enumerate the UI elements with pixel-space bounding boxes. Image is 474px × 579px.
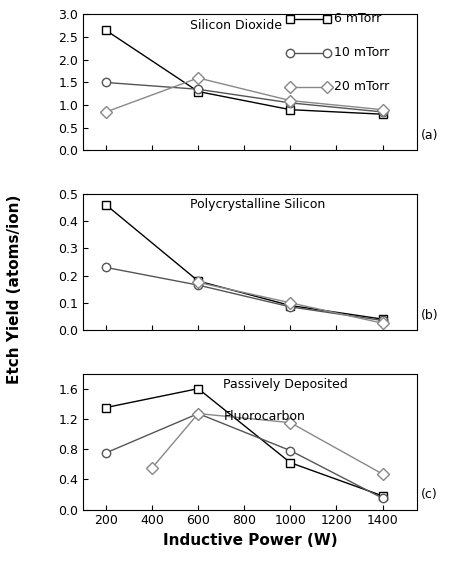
Text: Etch Yield (atoms/ion): Etch Yield (atoms/ion) — [7, 195, 22, 384]
Text: Polycrystalline Silicon: Polycrystalline Silicon — [190, 198, 325, 211]
Text: Silicon Dioxide: Silicon Dioxide — [190, 19, 282, 31]
Text: 10 mTorr: 10 mTorr — [334, 46, 389, 59]
Text: Fluorocarbon: Fluorocarbon — [223, 411, 305, 423]
Text: (b): (b) — [420, 309, 438, 322]
Text: (c): (c) — [420, 488, 437, 501]
Text: 6 mTorr: 6 mTorr — [334, 12, 381, 25]
Text: (a): (a) — [420, 129, 438, 142]
X-axis label: Inductive Power (W): Inductive Power (W) — [163, 533, 337, 548]
Text: Passively Deposited: Passively Deposited — [223, 378, 348, 391]
Text: 20 mTorr: 20 mTorr — [334, 80, 389, 93]
